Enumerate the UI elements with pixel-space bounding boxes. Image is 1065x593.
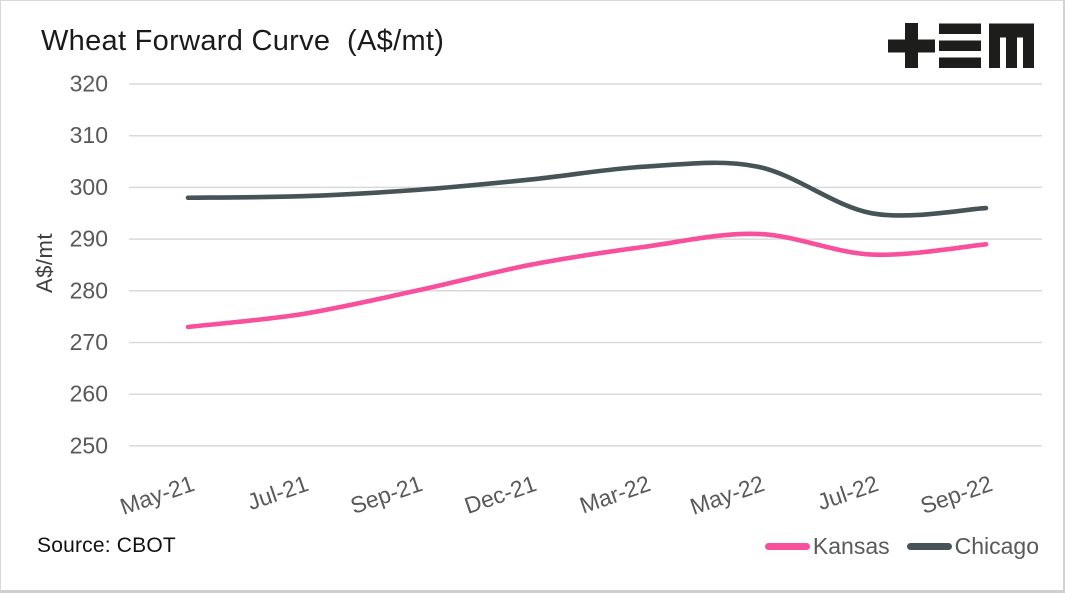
y-tick-label: 310 [70, 122, 108, 148]
x-tick-label: Dec-21 [461, 470, 540, 519]
logo-bars-icon [939, 23, 981, 68]
legend-swatch-chicago [906, 543, 952, 550]
series-line-chicago [185, 160, 989, 218]
chart-title: Wheat Forward Curve (A$/mt) [41, 25, 445, 57]
legend-label-kansas: Kansas [812, 533, 890, 559]
logo-m-icon [989, 23, 1034, 68]
legend-swatch-kansas [764, 543, 810, 550]
y-tick-label: 280 [70, 277, 108, 303]
x-tick-label: May-21 [117, 470, 198, 520]
y-tick-label: 290 [70, 226, 108, 252]
y-tick-label: 270 [70, 329, 108, 355]
y-tick-label: 300 [70, 174, 108, 200]
y-tick-label: 320 [70, 71, 108, 97]
logo-plus-icon [888, 23, 935, 68]
legend-item-kansas: Kansas [764, 533, 890, 560]
y-tick-label: 260 [70, 381, 108, 407]
x-tick-label: May-22 [687, 470, 768, 520]
legend: Kansas Chicago [764, 533, 1039, 560]
series-line-kansas [185, 231, 989, 330]
x-tick-label: Jul-22 [814, 470, 882, 515]
tem-logo [888, 23, 1034, 68]
source-note: Source: CBOT [37, 534, 176, 557]
y-tick-label: 250 [70, 432, 108, 458]
x-tick-label: Sep-22 [917, 470, 996, 519]
x-tick-label: Mar-22 [576, 470, 653, 518]
legend-item-chicago: Chicago [906, 533, 1039, 560]
x-tick-label: Sep-21 [347, 470, 426, 519]
x-tick-label: Jul-21 [244, 470, 312, 515]
legend-label-chicago: Chicago [954, 533, 1039, 559]
